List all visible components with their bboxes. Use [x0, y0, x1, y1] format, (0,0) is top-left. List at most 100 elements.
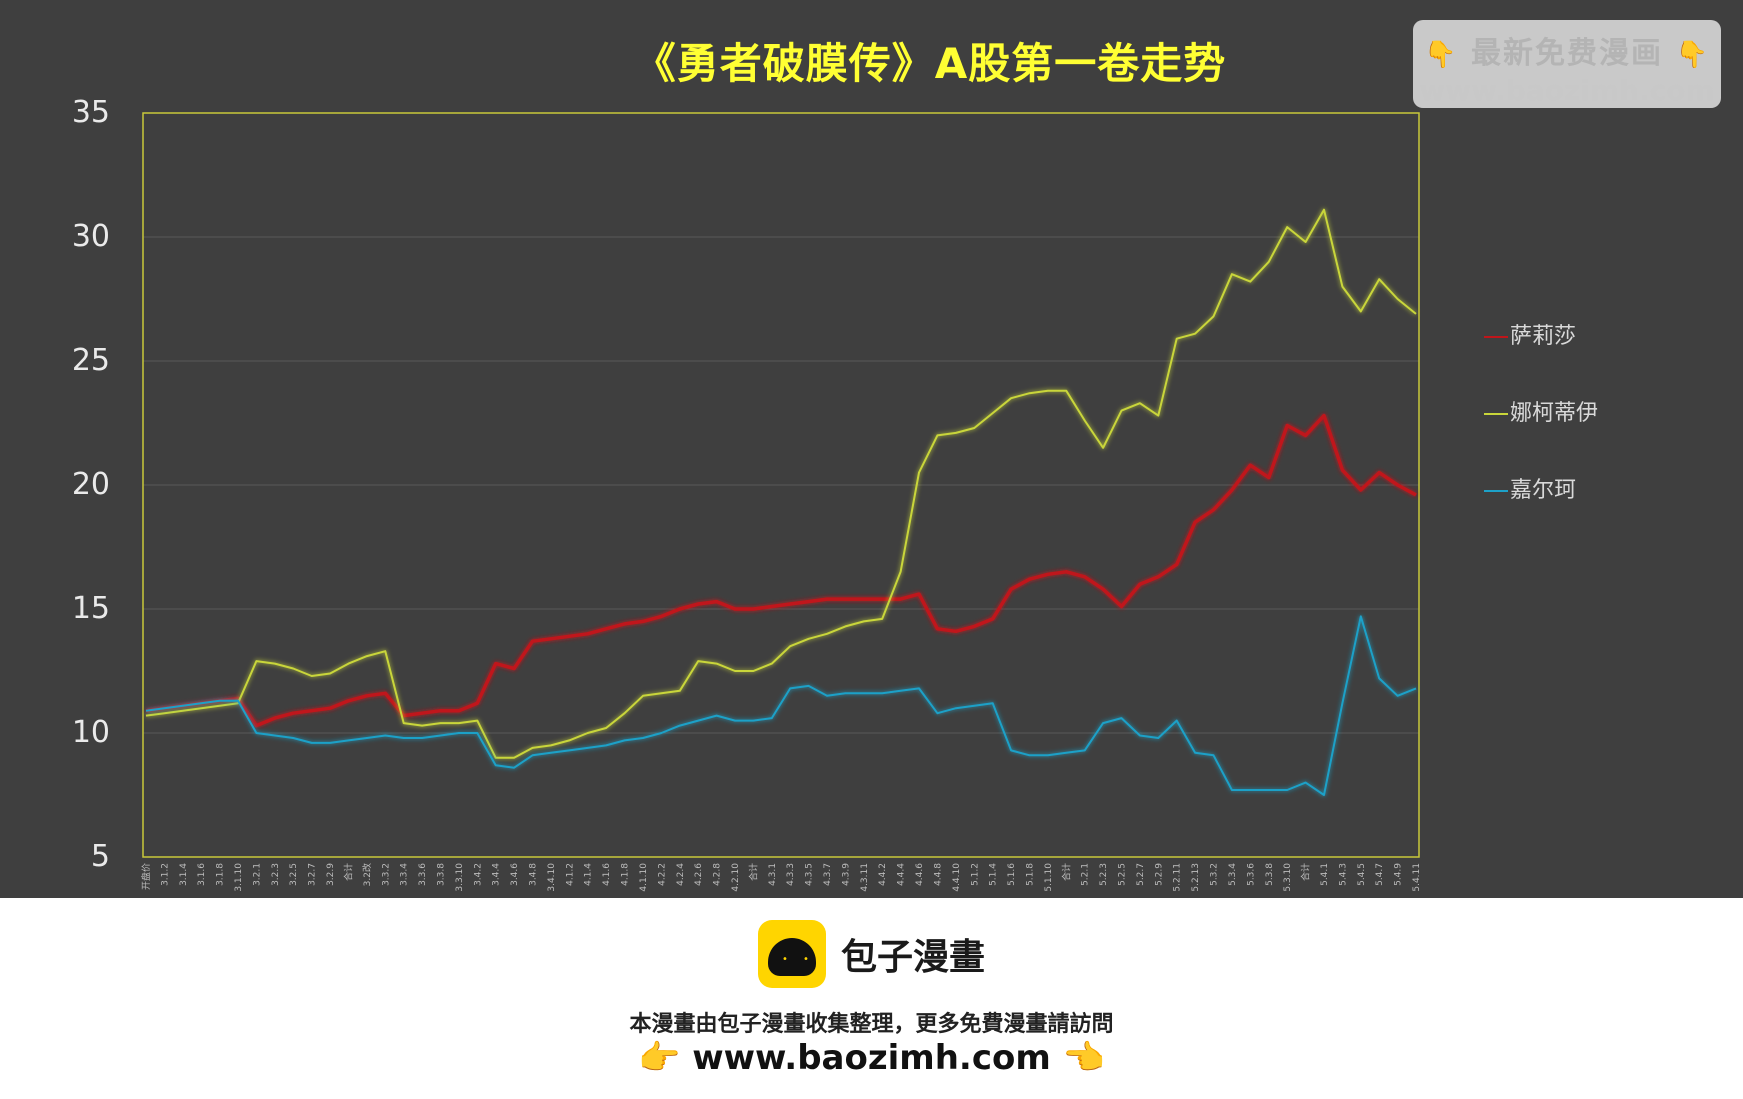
x-tick-label: 4.1.6 — [602, 863, 612, 886]
y-tick-label: 25 — [71, 343, 110, 378]
x-tick-label: 3.4.8 — [529, 863, 539, 886]
x-tick-label: 4.2.10 — [731, 863, 741, 892]
x-tick-label: 3.3.2 — [381, 863, 391, 886]
x-tick-label: 5.2.13 — [1191, 863, 1201, 892]
x-tick-label: 5.4.3 — [1338, 863, 1348, 886]
gridlines — [143, 236, 1419, 734]
x-tick-label: 3.3.4 — [400, 863, 410, 886]
x-tick-label: 5.1.4 — [989, 863, 999, 886]
x-tick-label: 5.3.8 — [1265, 863, 1275, 886]
series-line-萨莉莎 — [145, 413, 1417, 728]
x-tick-label: 4.2.4 — [676, 863, 686, 886]
x-tick-label: 5.4.5 — [1357, 863, 1367, 886]
x-tick-label: 3.1.10 — [234, 863, 244, 892]
x-tick-label: 5.4.7 — [1375, 863, 1385, 886]
x-tick-label: 4.3.7 — [823, 863, 833, 886]
footer-url-link[interactable]: www.baozimh.com — [692, 1038, 1051, 1078]
pointing-down-icon: 👇 — [1675, 40, 1710, 70]
x-tick-label: 5.3.4 — [1228, 863, 1238, 886]
x-tick-label: 3.2.1 — [252, 863, 262, 886]
x-tick-label: 合计 — [1060, 863, 1072, 881]
x-tick-label: 3.2改 — [361, 863, 373, 886]
pointing-left-icon: 👈 — [1062, 1038, 1105, 1078]
x-tick-label: 4.3.11 — [860, 863, 870, 892]
series-line-嘉尔珂 — [145, 615, 1417, 796]
watermark-badge: 👇 最新免费漫画 👇 www.baozimh.com — [1413, 20, 1721, 108]
chart-panel: 开盘价 3.1.2 3.1.4 3.1.6 3.1.8 3.1.10 3.2.1 3.2.3 3… — [0, 0, 1743, 898]
x-tick-label: 合计 — [342, 863, 354, 881]
x-tick-label: 4.2.2 — [657, 863, 667, 886]
x-tick-label: 5.3.2 — [1210, 863, 1220, 886]
x-tick-label: 5.4.1 — [1320, 863, 1330, 886]
x-tick-label: 3.1.2 — [160, 863, 170, 886]
brand-name: 包子漫畫 — [841, 937, 986, 978]
x-tick-label: 3.3.8 — [436, 863, 446, 886]
plot-area-border — [142, 112, 1420, 858]
x-tick-label: 5.2.7 — [1136, 863, 1146, 886]
x-tick-label: 3.4.10 — [547, 863, 557, 892]
x-tick-label: 3.1.6 — [197, 863, 207, 886]
x-tick-label: 3.2.3 — [271, 863, 281, 886]
x-tick-label: 3.1.8 — [216, 863, 226, 886]
legend-swatch — [1484, 490, 1508, 492]
x-tick-label: 5.1.6 — [1007, 863, 1017, 886]
footer-logo-row: • • 包子漫畫 — [0, 920, 1743, 988]
x-tick-label: 3.4.2 — [473, 863, 483, 886]
footer: • • 包子漫畫 本漫畫由包子漫畫收集整理，更多免費漫畫請訪問 👉 www.ba… — [0, 898, 1743, 1099]
x-tick-label: 4.1.10 — [639, 863, 649, 892]
x-tick-label: 5.1.8 — [1025, 863, 1035, 886]
series-line-娜柯蒂伊 — [145, 208, 1417, 759]
x-tick-label: 4.3.3 — [786, 863, 796, 886]
x-tick-label: 5.3.6 — [1246, 863, 1256, 886]
x-tick-label: 3.2.5 — [289, 863, 299, 886]
footer-notice: 本漫畫由包子漫畫收集整理，更多免費漫畫請訪問 — [629, 1012, 1114, 1037]
x-tick-label: 5.2.3 — [1099, 863, 1109, 886]
legend-item: 娜柯蒂伊 — [1484, 395, 1598, 427]
x-tick-label: 5.4.11 — [1412, 863, 1422, 892]
watermark-top-text: 最新免费漫画 — [1471, 36, 1663, 71]
x-tick-label: 5.2.5 — [1118, 863, 1128, 886]
x-tick-label: 5.2.1 — [1081, 863, 1091, 886]
x-tick-label: 4.4.4 — [897, 863, 907, 886]
footer-url-row: 👉 www.baozimh.com 👈 — [0, 1038, 1743, 1078]
x-tick-label: 5.3.10 — [1283, 863, 1293, 892]
x-tick-label: 3.4.6 — [510, 863, 520, 886]
x-tick-label: 4.4.2 — [878, 863, 888, 886]
x-tick-label: 4.1.8 — [621, 863, 631, 886]
y-tick-label: 35 — [71, 95, 110, 130]
x-tick-label: 合计 — [747, 863, 759, 881]
x-tick-label: 3.4.4 — [492, 863, 502, 886]
legend-swatch — [1484, 413, 1508, 415]
watermark-url: www.baozimh.com — [1419, 74, 1715, 107]
legend-label: 嘉尔珂 — [1510, 478, 1577, 503]
x-tick-label: 5.2.11 — [1173, 863, 1183, 892]
x-axis-tick-labels: 开盘价 3.1.2 3.1.4 3.1.6 3.1.8 3.1.10 3.2.1 3.2.3 3… — [140, 863, 1422, 892]
x-tick-label: 3.1.4 — [179, 863, 189, 886]
x-tick-label: 3.3.6 — [418, 863, 428, 886]
legend-label: 萨莉莎 — [1510, 324, 1577, 349]
x-tick-label: 4.2.6 — [694, 863, 704, 886]
baozi-logo-icon: • • — [757, 920, 826, 988]
x-tick-label: 5.4.9 — [1394, 863, 1404, 886]
x-tick-label: 3.3.10 — [455, 863, 465, 892]
y-tick-label: 30 — [71, 219, 110, 254]
x-tick-label: 5.1.10 — [1044, 863, 1054, 892]
legend-swatch — [1484, 336, 1508, 338]
series-lines — [145, 208, 1417, 796]
x-tick-label: 4.3.9 — [841, 863, 851, 886]
x-tick-label: 4.1.4 — [584, 863, 594, 886]
x-tick-label: 4.3.5 — [805, 863, 815, 886]
watermark-top-row: 👇 最新免费漫画 👇 — [1413, 28, 1721, 72]
x-tick-label: 开盘价 — [140, 863, 152, 890]
legend-item: 萨莉莎 — [1484, 318, 1576, 350]
x-tick-label: 5.2.9 — [1154, 863, 1164, 886]
pointing-down-icon: 👇 — [1424, 40, 1459, 70]
x-tick-label: 4.4.8 — [933, 863, 943, 886]
y-tick-label: 15 — [71, 591, 110, 626]
x-tick-label: 合计 — [1300, 863, 1312, 881]
x-tick-label: 3.2.7 — [308, 863, 318, 886]
x-tick-label: 4.2.8 — [713, 863, 723, 886]
x-tick-label: 4.4.6 — [915, 863, 925, 886]
y-tick-label: 10 — [71, 715, 110, 750]
x-tick-label: 3.2.9 — [326, 863, 336, 886]
